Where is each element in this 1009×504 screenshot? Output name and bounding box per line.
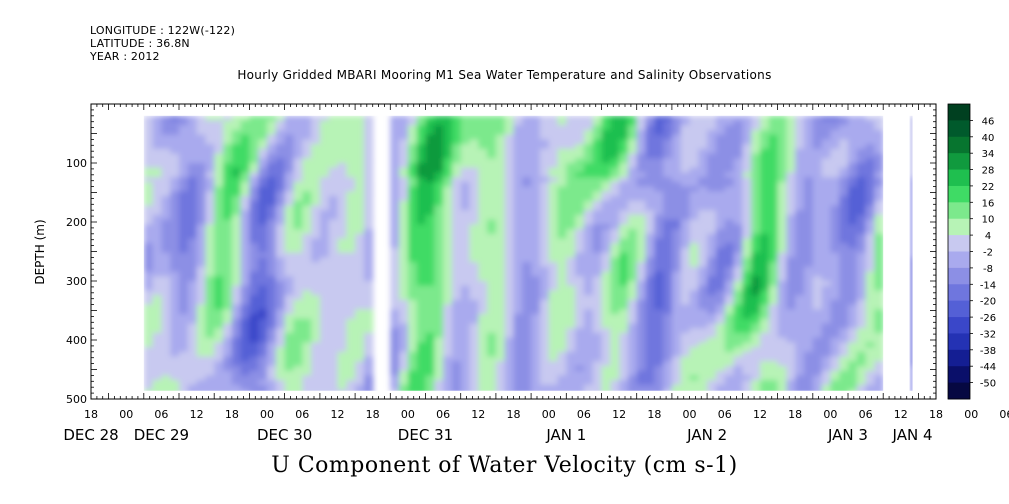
colorbar-swatch — [948, 349, 970, 367]
x-hour-tick-label: 12 — [330, 408, 344, 421]
colorbar-label: 22 — [982, 182, 995, 193]
x-hour-tick-label: 00 — [683, 408, 697, 421]
longitude-label: LONGITUDE : 122W(-122) — [90, 24, 236, 37]
y-tick-label: 500 — [66, 393, 87, 406]
colorbar-label: -8 — [983, 264, 993, 275]
y-tick-label: 200 — [66, 216, 87, 229]
x-hour-tick-label: 00 — [401, 408, 415, 421]
colorbar-swatch — [948, 284, 970, 302]
x-hour-tick-label: 06 — [295, 408, 309, 421]
colorbar-label: -44 — [980, 362, 996, 373]
colorbar-swatch — [948, 267, 970, 285]
colorbar-label: -38 — [980, 346, 996, 357]
colorbar: 46 40 34 28 22 16 10 4 -2 -8 -14 -20 -26 -32 -38 -44 -50 — [947, 103, 996, 400]
colorbar-swatch — [948, 120, 970, 138]
colorbar-label: -20 — [980, 297, 996, 308]
x-day-label: JAN 2 — [686, 426, 727, 444]
x-day-label: DEC 28 — [63, 426, 118, 444]
colorbar-swatch — [948, 333, 970, 351]
x-hour-tick-label: 06 — [154, 408, 168, 421]
colorbar-swatch — [948, 169, 970, 187]
colorbar-label: -2 — [983, 248, 993, 259]
x-hour-tick-label: 00 — [119, 408, 133, 421]
colorbar-swatch — [948, 185, 970, 203]
x-hour-tick-label: 06 — [718, 408, 732, 421]
colorbar-swatch — [948, 104, 970, 121]
colorbar-swatch — [948, 136, 970, 154]
x-hour-tick-label: 06 — [436, 408, 450, 421]
x-hour-tick-label: 06 — [577, 408, 591, 421]
colorbar-label: -14 — [980, 280, 996, 291]
colorbar-swatch — [948, 202, 970, 220]
colorbar-label: 34 — [982, 149, 995, 160]
colorbar-swatch — [948, 300, 970, 318]
x-day-label: JAN 1 — [545, 426, 586, 444]
x-hour-tick-label: 06 — [859, 408, 873, 421]
x-hour-tick-label: 00 — [964, 408, 978, 421]
colorbar-label: 46 — [982, 116, 995, 127]
colorbar-swatch — [948, 153, 970, 170]
year-label: YEAR : 2012 — [90, 50, 160, 63]
x-hour-tick-label: 00 — [823, 408, 837, 421]
x-day-label: DEC 29 — [134, 426, 189, 444]
x-day-label: DEC 30 — [257, 426, 312, 444]
x-axis-title: U Component of Water Velocity (cm s-1) — [271, 453, 738, 478]
x-hour-tick-label: 18 — [366, 408, 380, 421]
y-tick-label: 400 — [66, 334, 87, 347]
x-hour-tick-label: 12 — [471, 408, 485, 421]
heatmap-field — [143, 115, 919, 395]
colorbar-label: -26 — [980, 313, 996, 324]
colorbar-swatch — [948, 218, 970, 236]
x-hour-tick-label: 06 — [999, 408, 1009, 421]
latitude-label: LATITUDE : 36.8N — [90, 37, 190, 50]
x-hour-tick-label: 18 — [647, 408, 661, 421]
colorbar-label: 28 — [982, 166, 995, 177]
x-hour-tick-label: 00 — [260, 408, 274, 421]
colorbar-label: 4 — [985, 231, 991, 242]
colorbar-swatch — [948, 317, 970, 334]
x-day-label: JAN 4 — [892, 426, 933, 444]
x-hour-tick-label: 18 — [507, 408, 521, 421]
colorbar-swatch — [948, 235, 970, 252]
y-tick-label: 300 — [66, 275, 87, 288]
x-hour-tick-label: 00 — [542, 408, 556, 421]
x-day-label: DEC 31 — [398, 426, 453, 444]
data-gap — [378, 104, 382, 399]
x-hour-tick-label: 18 — [788, 408, 802, 421]
colorbar-swatch — [948, 382, 970, 400]
x-hour-tick-label: 18 — [225, 408, 239, 421]
colorbar-label: 10 — [982, 215, 995, 226]
y-tick-label: 100 — [66, 157, 87, 170]
colorbar-label: -50 — [980, 379, 996, 390]
colorbar-swatch — [948, 251, 970, 269]
x-hour-tick-label: 18 — [84, 408, 98, 421]
colorbar-label: 40 — [982, 133, 995, 144]
colorbar-label: 16 — [982, 198, 995, 209]
chart-title: Hourly Gridded MBARI Mooring M1 Sea Wate… — [237, 68, 772, 82]
plot-frame — [90, 103, 937, 400]
colorbar-swatch — [948, 366, 970, 384]
x-day-label: JAN 3 — [827, 426, 868, 444]
x-hour-tick-label: 18 — [929, 408, 943, 421]
x-hour-tick-label: 12 — [753, 408, 767, 421]
x-hour-tick-label: 12 — [612, 408, 626, 421]
y-axis-label: DEPTH (m) — [33, 219, 47, 284]
x-hour-tick-label: 12 — [190, 408, 204, 421]
data-gap — [883, 104, 910, 399]
x-hour-tick-label: 12 — [894, 408, 908, 421]
heatmap-plot-area — [91, 104, 936, 399]
colorbar-label: -32 — [980, 329, 996, 340]
